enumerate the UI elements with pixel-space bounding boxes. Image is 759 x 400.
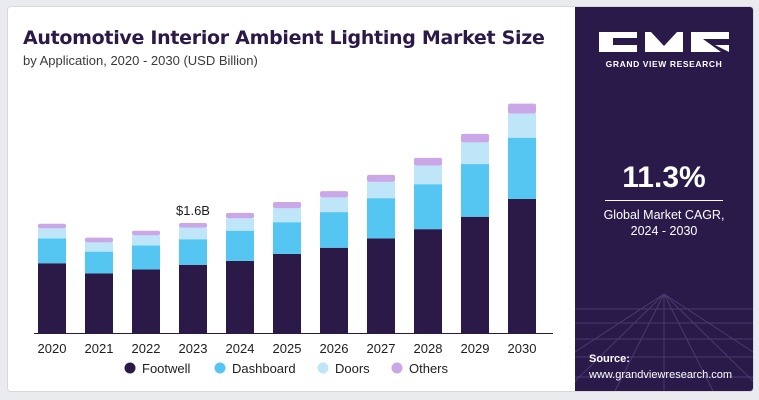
logo-wordmark: GRAND VIEW RESEARCH [605,59,723,69]
legend-label-doors: Doors [335,361,370,376]
x-tick-label: 2021 [85,341,114,356]
bar-others-2030 [508,103,536,114]
bar-others-2022 [132,230,160,236]
source-url: www.grandviewresearch.com [589,369,733,381]
bar-dashboard-2028 [414,184,442,230]
cagr-label: Global Market CAGR, 2024 - 2030 [575,207,753,239]
bar-doors-2029 [461,142,489,165]
legend-label-others: Others [409,361,449,376]
bar-footwell-2030 [508,198,536,333]
x-tick-label: 2020 [38,341,67,356]
bar-dashboard-2023 [179,239,207,265]
bar-others-2029 [461,133,489,143]
bar-dashboard-2027 [367,198,395,239]
x-tick-label: 2025 [273,341,302,356]
infographic-card: Automotive Interior Ambient Lighting Mar… [7,6,754,392]
data-label-annotation: $1.6B [176,203,210,218]
bar-others-2026 [320,191,348,198]
bar-footwell-2023 [179,264,207,333]
bar-doors-2025 [273,208,301,223]
legend-label-footwell: Footwell [142,361,191,376]
x-tick-label: 2029 [461,341,490,356]
bar-doors-2023 [179,227,207,240]
grand-view-research-logo [599,32,729,52]
bar-doors-2022 [132,235,160,246]
bar-doors-2024 [226,218,254,231]
legend-marker-others [391,362,403,374]
legend-label-dashboard: Dashboard [232,361,296,376]
bar-doors-2028 [414,165,442,185]
bar-doors-2026 [320,197,348,213]
bar-doors-2021 [85,242,113,252]
bar-others-2027 [367,174,395,182]
bar-doors-2027 [367,181,395,199]
bar-doors-2020 [38,228,66,239]
bar-others-2023 [179,222,207,228]
bar-dashboard-2030 [508,137,536,199]
legend-marker-footwell [124,362,136,374]
source-label: Source: [589,353,630,365]
bar-dashboard-2021 [85,251,113,274]
bar-others-2021 [85,237,113,243]
bar-footwell-2021 [85,273,113,333]
bar-dashboard-2026 [320,212,348,248]
bar-footwell-2029 [461,216,489,333]
bar-footwell-2028 [414,229,442,333]
chart-title: Automotive Interior Ambient Lighting Mar… [23,27,545,49]
bar-footwell-2020 [38,263,66,333]
cagr-divider [605,200,723,201]
x-tick-label: 2028 [414,341,443,356]
x-tick-label: 2026 [320,341,349,356]
bar-others-2020 [38,223,66,229]
bar-dashboard-2029 [461,164,489,217]
brand-sidebar: GRAND VIEW RESEARCH 11.3% Global Market … [575,7,753,391]
x-tick-label: 2030 [508,341,537,356]
stacked-bar-chart: 2020 2021 2022 2023 $1.6B 2024 2025 2026 2027 202… [34,103,553,376]
x-tick-label: 2024 [226,341,255,356]
bar-dashboard-2020 [38,238,66,264]
decorative-grid [575,293,753,391]
x-tick-label: 2022 [132,341,161,356]
bar-footwell-2025 [273,253,301,333]
legend-marker-dashboard [214,362,226,374]
legend-marker-doors [317,362,329,374]
bar-dashboard-2025 [273,222,301,254]
bar-footwell-2027 [367,238,395,333]
bar-others-2028 [414,157,442,166]
x-tick-label: 2023 [179,341,208,356]
cagr-label-line1: Global Market CAGR, [603,208,725,222]
bar-footwell-2022 [132,269,160,333]
bar-dashboard-2022 [132,245,160,270]
cagr-value: 11.3% [622,161,706,194]
bar-footwell-2024 [226,260,254,333]
bar-footwell-2026 [320,247,348,333]
bar-others-2025 [273,202,301,209]
bar-doors-2030 [508,113,536,138]
bar-dashboard-2024 [226,230,254,261]
cagr-label-line2: 2024 - 2030 [630,224,698,238]
bar-others-2024 [226,212,254,219]
chart-subtitle: by Application, 2020 - 2030 (USD Billion… [23,53,258,68]
x-tick-label: 2027 [367,341,396,356]
